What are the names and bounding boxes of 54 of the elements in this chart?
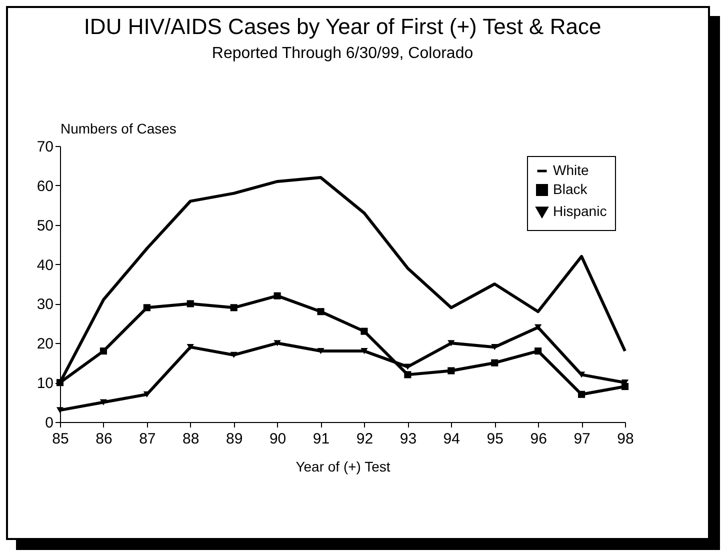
y-tick-label: 0 <box>45 414 54 432</box>
x-tick-label: 93 <box>400 430 417 448</box>
point <box>404 371 412 378</box>
point <box>448 340 455 346</box>
point <box>230 352 238 358</box>
legend-label: Hispanic <box>553 203 607 219</box>
y-tick-label: 10 <box>36 375 54 392</box>
point <box>317 308 324 316</box>
x-tick-label: 92 <box>356 430 374 448</box>
y-tick-label: 20 <box>36 336 54 353</box>
point <box>448 367 455 374</box>
point <box>621 382 629 390</box>
x-tick-label: 98 <box>617 430 634 448</box>
x-tick-label: 97 <box>574 430 590 448</box>
point <box>56 379 64 386</box>
point <box>230 304 238 312</box>
point <box>317 348 324 354</box>
x-tick-label: 91 <box>312 430 330 448</box>
point <box>360 348 368 354</box>
point <box>274 340 281 346</box>
y-tick-label: 50 <box>36 217 54 234</box>
point <box>100 347 107 355</box>
x-tick-label: 87 <box>139 430 156 448</box>
point <box>143 304 150 312</box>
x-tick-label: 88 <box>182 430 200 448</box>
point <box>100 399 107 406</box>
point <box>491 344 498 350</box>
point <box>186 300 194 308</box>
point <box>360 328 368 335</box>
point <box>186 344 194 350</box>
x-tick-label: 95 <box>486 430 504 448</box>
x-tick-label: 94 <box>443 430 460 448</box>
x-tick-label: 96 <box>530 430 547 448</box>
x-tick-label: 90 <box>269 430 286 448</box>
point <box>491 359 498 366</box>
point <box>404 364 412 370</box>
x-tick-label: 85 <box>52 430 69 448</box>
chart-title: IDU HIV/AIDS Cases by Year of First (+) Test & Race <box>84 14 602 39</box>
point <box>534 324 542 330</box>
chart-subtitle: Reported Through 6/30/99, Colorado <box>212 45 474 62</box>
point <box>534 347 542 355</box>
y-tick-label: 40 <box>36 256 54 274</box>
x-tick-label: 86 <box>96 430 112 448</box>
y-tick-label: 70 <box>36 138 54 156</box>
x-tick-label: 89 <box>226 430 243 448</box>
point <box>578 390 586 398</box>
y-axis-title: Numbers of Cases <box>60 120 176 136</box>
y-tick-label: 60 <box>36 178 54 195</box>
legend-label: White <box>553 162 589 178</box>
y-tick-label: 30 <box>36 296 54 314</box>
point <box>56 407 64 414</box>
legend-label: Black <box>553 181 588 197</box>
point <box>274 292 281 300</box>
x-axis-title: Year of (+) Test <box>296 458 390 474</box>
